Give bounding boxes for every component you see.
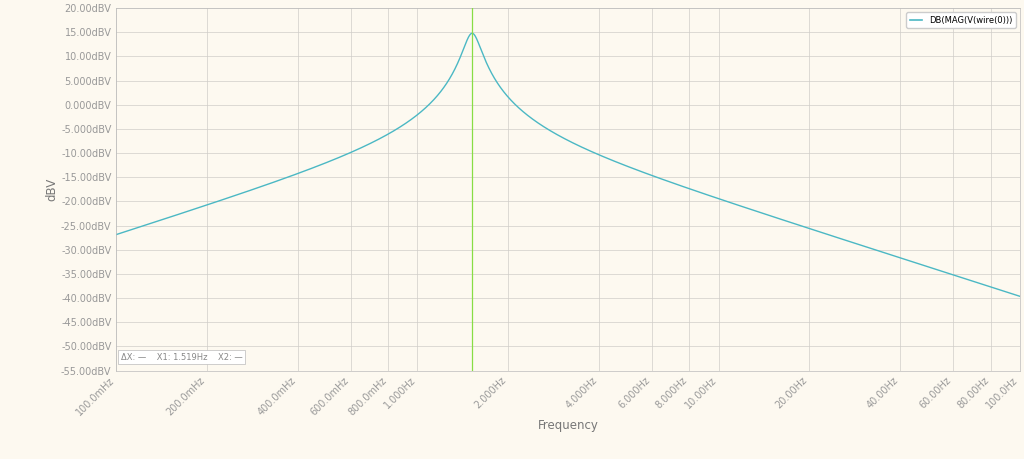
Y-axis label: dBV: dBV (45, 178, 58, 201)
Text: ΔX: —    X1: 1.519Hz    X2: —: ΔX: — X1: 1.519Hz X2: — (121, 353, 243, 362)
X-axis label: Frequency: Frequency (538, 419, 598, 432)
Legend: DB(MAG(V(wire(0))): DB(MAG(V(wire(0))) (906, 12, 1016, 28)
